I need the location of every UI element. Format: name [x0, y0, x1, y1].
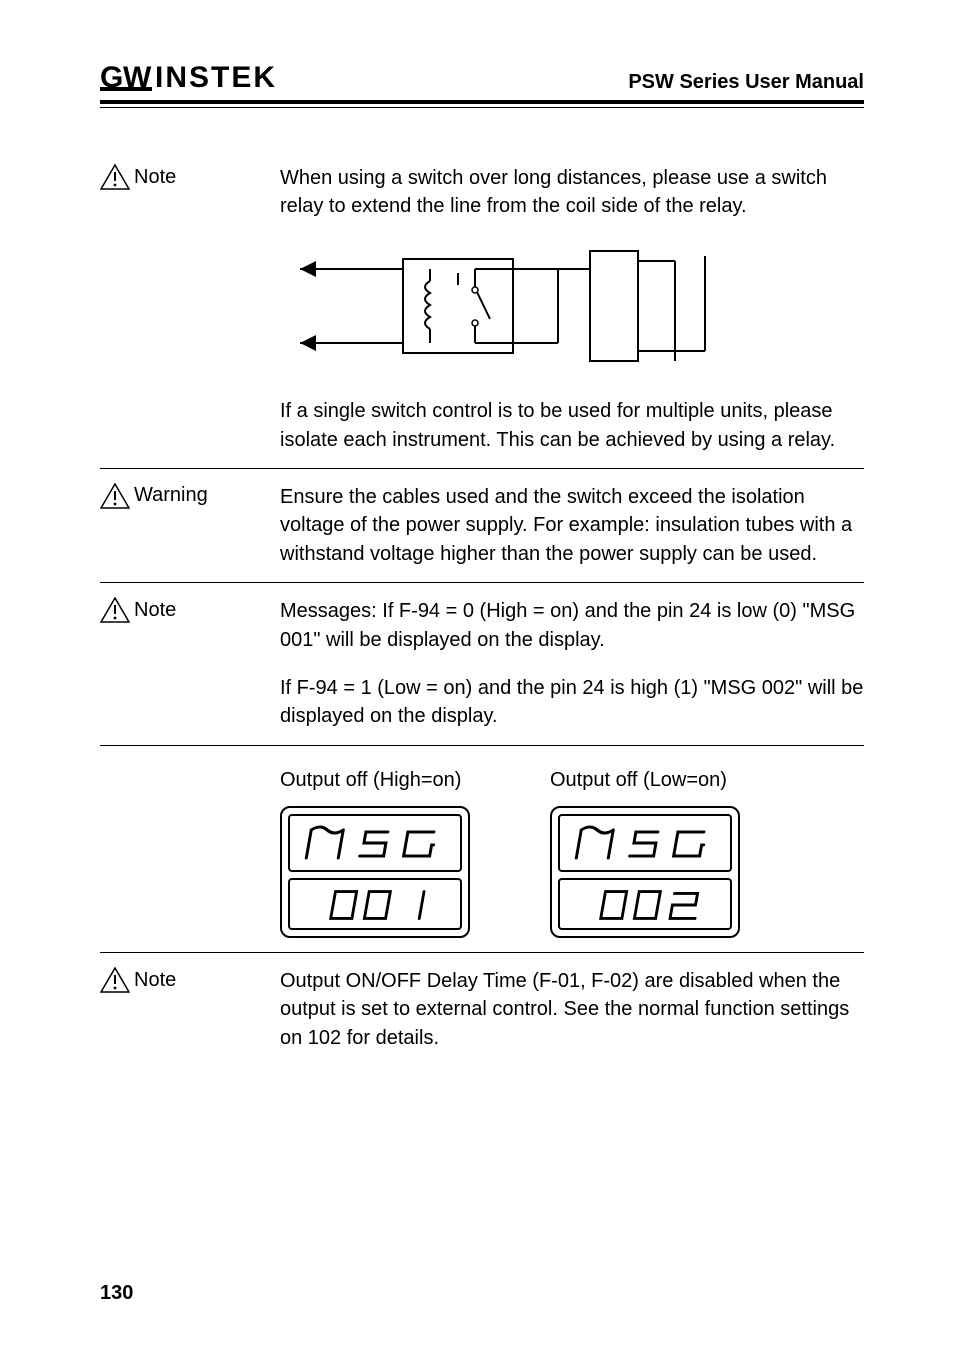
page-number: 130 [100, 1282, 133, 1305]
warning-p1: Ensure the cables used and the switch ex… [280, 483, 864, 568]
seg-bot-right [558, 878, 732, 930]
note-label-1: Note [100, 164, 280, 190]
header-rule-thin [100, 107, 864, 108]
note-block-3: Note Output ON/OFF Delay Time (F-01, F-0… [100, 953, 864, 1066]
manual-title: PSW Series User Manual [628, 71, 864, 94]
note-label-text: Note [134, 969, 176, 992]
seg-msg-icon [298, 820, 458, 866]
seg-msg-icon [568, 820, 728, 866]
relay-diagram [280, 241, 864, 379]
display-unit-left: Output off (High=on) [280, 766, 490, 938]
display-caption-right: Output off (Low=on) [550, 766, 760, 794]
page-header: G W INSTEK PSW Series User Manual [100, 60, 864, 94]
display-block: Output off (High=on) [100, 746, 864, 952]
seg-bot-left [288, 878, 462, 930]
seg-top-right [558, 814, 732, 872]
seg-frame-right [550, 806, 740, 938]
warning-triangle-icon [100, 483, 130, 509]
display-unit-right: Output off (Low=on) [550, 766, 760, 938]
warning-triangle-icon [100, 967, 130, 993]
warning-label: Warning [100, 483, 280, 509]
svg-text:INSTEK: INSTEK [155, 61, 277, 94]
seg-002-icon [568, 885, 722, 925]
note2-p1: Messages: If F-94 = 0 (High = on) and th… [280, 597, 864, 654]
seg-top-left [288, 814, 462, 872]
warning-label-text: Warning [134, 484, 208, 507]
note-label-text: Note [134, 166, 176, 189]
note-label-2: Note [100, 597, 280, 623]
header-rule-thick [100, 100, 864, 104]
note-block-1: Note When using a switch over long dista… [100, 150, 864, 468]
note-block-2: Note Messages: If F-94 = 0 (High = on) a… [100, 583, 864, 745]
warning-content: Ensure the cables used and the switch ex… [280, 483, 864, 568]
display-row: Output off (High=on) [280, 766, 864, 938]
note-label-text: Note [134, 599, 176, 622]
logo-svg: G W INSTEK [100, 60, 300, 94]
note3-p1: Output ON/OFF Delay Time (F-01, F-02) ar… [280, 967, 864, 1052]
note3-content: Output ON/OFF Delay Time (F-01, F-02) ar… [280, 967, 864, 1052]
note2-p2: If F-94 = 1 (Low = on) and the pin 24 is… [280, 674, 864, 731]
brand-logo: G W INSTEK [100, 60, 300, 94]
warning-triangle-icon [100, 164, 130, 190]
note1-p2: If a single switch control is to be used… [280, 397, 864, 454]
seg-001-icon [298, 885, 452, 925]
display-caption-left: Output off (High=on) [280, 766, 490, 794]
warning-block: Warning Ensure the cables used and the s… [100, 469, 864, 582]
seg-frame-left [280, 806, 470, 938]
note2-content: Messages: If F-94 = 0 (High = on) and th… [280, 597, 864, 731]
note1-content: When using a switch over long distances,… [280, 164, 864, 454]
display-content: Output off (High=on) [280, 760, 864, 938]
warning-triangle-icon [100, 597, 130, 623]
note-label-3: Note [100, 967, 280, 993]
note1-p1: When using a switch over long distances,… [280, 164, 864, 221]
